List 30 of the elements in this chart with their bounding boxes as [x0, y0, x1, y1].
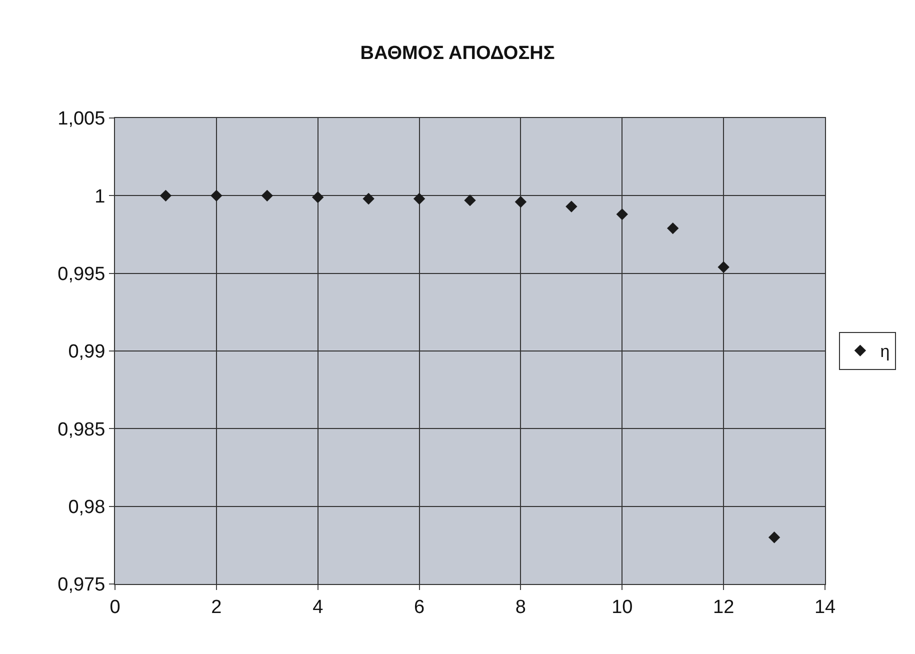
x-tick-label: 6 [414, 596, 425, 618]
x-tick-label: 8 [515, 596, 526, 618]
y-tick-label: 1 [94, 186, 106, 208]
point [413, 192, 426, 205]
y-tick-label: 0,995 [58, 264, 106, 285]
point [464, 194, 476, 206]
point [160, 190, 172, 202]
x-tick-label: 0 [110, 596, 120, 618]
point [667, 222, 679, 234]
y-tick-label: 0,99 [68, 342, 106, 363]
y-tick-label: 0,975 [58, 574, 106, 596]
point [514, 196, 527, 208]
x-tick-label: 10 [612, 596, 633, 618]
point [312, 191, 324, 204]
point [210, 190, 222, 202]
y-tick-label: 1,005 [58, 108, 106, 130]
x-tick-label: 2 [211, 596, 222, 618]
legend-label: η [880, 342, 890, 362]
y-tick-label: 0,985 [58, 419, 106, 440]
point [362, 192, 374, 205]
point [768, 532, 780, 544]
y-tick-label: 0,98 [68, 496, 106, 518]
point [718, 261, 730, 273]
x-tick-label: 14 [814, 596, 836, 618]
point [616, 208, 628, 220]
point [261, 190, 273, 202]
chart-title: ΒΑΘΜΟΣ ΑΠΟΔΟΣΗΣ [360, 43, 555, 64]
point [566, 200, 578, 212]
x-tick-label: 12 [713, 596, 734, 618]
x-tick-label: 4 [312, 596, 324, 618]
